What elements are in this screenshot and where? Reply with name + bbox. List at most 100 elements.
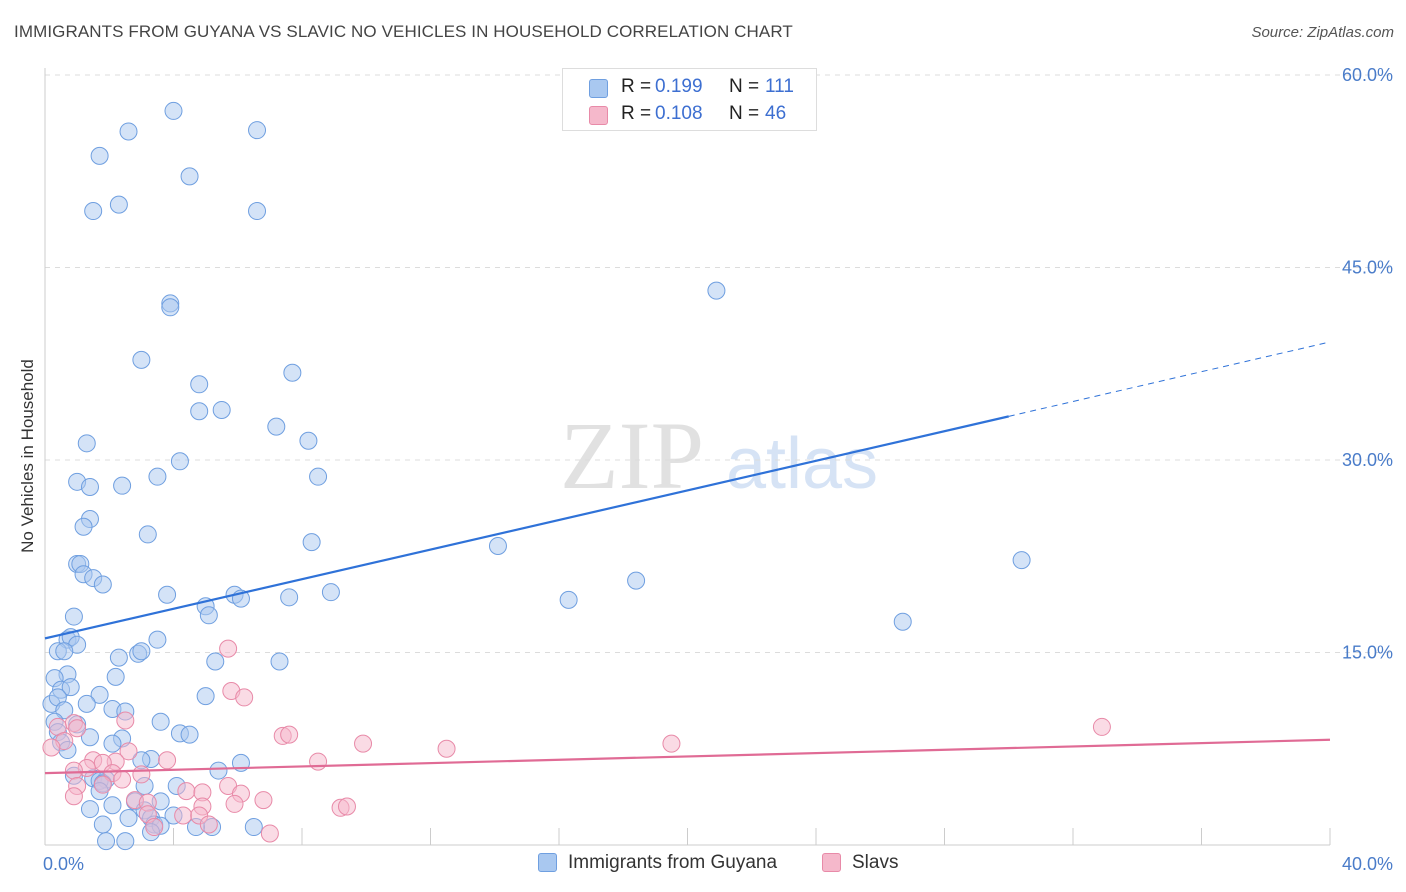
point-slavs: [260, 824, 279, 843]
point-slavs: [177, 782, 196, 801]
point-guyana: [119, 122, 138, 141]
point-guyana: [170, 452, 189, 471]
point-guyana: [488, 536, 507, 555]
point-guyana: [93, 575, 112, 594]
point-slavs: [199, 815, 218, 834]
point-guyana: [180, 725, 199, 744]
y-tick-label: 45.0%: [1342, 258, 1393, 278]
point-guyana: [180, 167, 199, 186]
point-guyana: [132, 350, 151, 369]
point-guyana: [309, 467, 328, 486]
point-slavs: [42, 738, 61, 757]
point-slavs: [132, 765, 151, 784]
point-guyana: [132, 642, 151, 661]
point-guyana: [1012, 551, 1031, 570]
point-slavs: [116, 711, 135, 730]
point-guyana: [109, 648, 128, 667]
point-guyana: [103, 734, 122, 753]
point-slavs: [354, 734, 373, 753]
point-guyana: [707, 281, 726, 300]
point-guyana: [299, 431, 318, 450]
axes: [44, 68, 1331, 846]
point-guyana: [90, 685, 109, 704]
data-points: [42, 101, 1111, 851]
point-guyana: [190, 375, 209, 394]
point-guyana: [80, 728, 99, 747]
point-guyana: [109, 195, 128, 214]
y-tick-label: 15.0%: [1342, 643, 1393, 663]
point-guyana: [106, 667, 125, 686]
point-guyana: [893, 612, 912, 631]
point-slavs: [219, 639, 238, 658]
point-slavs: [64, 761, 83, 780]
bottom-legend-label-guyana: Immigrants from Guyana: [568, 852, 778, 873]
point-guyana: [116, 832, 135, 851]
point-guyana: [280, 588, 299, 607]
source-credit: Source: ZipAtlas.com: [1251, 24, 1394, 41]
point-guyana: [283, 363, 302, 382]
point-slavs: [254, 791, 273, 810]
bottom-legend-label-slavs: Slavs: [852, 852, 899, 873]
point-guyana: [267, 417, 286, 436]
point-slavs: [93, 775, 112, 794]
point-slavs: [158, 751, 177, 770]
point-guyana: [90, 146, 109, 165]
tick-labels: 15.0% 30.0% 45.0% 60.0% 0.0% 40.0%: [43, 65, 1393, 874]
legend-swatch-slavs: [589, 106, 608, 125]
point-slavs: [309, 752, 328, 771]
point-slavs: [119, 742, 138, 761]
y-tick-label: 30.0%: [1342, 450, 1393, 470]
x-tick-label: 0.0%: [43, 854, 84, 874]
legend-r-value: 0.199: [655, 76, 703, 97]
trend-line-slavs: [44, 738, 1331, 775]
point-guyana: [55, 642, 74, 661]
point-slavs: [174, 806, 193, 825]
chart-title: IMMIGRANTS FROM GUYANA VS SLAVIC NO VEHI…: [14, 22, 793, 41]
point-guyana: [77, 694, 96, 713]
bottom-legend-swatch-slavs: [822, 853, 841, 872]
point-guyana: [80, 477, 99, 496]
legend-n-label: N =: [729, 76, 760, 97]
trend-line-guyana: [44, 415, 1009, 640]
point-slavs: [280, 725, 299, 744]
point-guyana: [248, 121, 267, 140]
legend-n-value: 111: [765, 76, 794, 97]
point-guyana: [64, 607, 83, 626]
point-slavs: [225, 794, 244, 813]
point-slavs: [64, 787, 83, 806]
legend-r-label: R =: [621, 76, 652, 97]
point-guyana: [196, 687, 215, 706]
point-guyana: [199, 606, 218, 625]
point-guyana: [270, 652, 289, 671]
point-guyana: [148, 467, 167, 486]
point-guyana: [321, 583, 340, 602]
point-slavs: [1092, 717, 1111, 736]
point-guyana: [206, 652, 225, 671]
point-guyana: [119, 809, 138, 828]
point-guyana: [559, 590, 578, 609]
point-guyana: [80, 800, 99, 819]
trend-line-guyana-extension: [1008, 341, 1331, 417]
point-guyana: [84, 202, 103, 221]
point-guyana: [627, 571, 646, 590]
point-guyana: [103, 796, 122, 815]
point-slavs: [662, 734, 681, 753]
point-guyana: [164, 101, 183, 120]
point-guyana: [190, 402, 209, 421]
point-slavs: [235, 688, 254, 707]
point-guyana: [77, 434, 96, 453]
point-guyana: [244, 818, 263, 837]
watermark-zip: ZIP: [560, 402, 704, 509]
legend-r-label: R =: [621, 103, 652, 124]
legend-n-value: 46: [765, 103, 787, 124]
point-guyana: [302, 533, 321, 552]
legend-n-label: N =: [729, 103, 760, 124]
trend-lines: [44, 341, 1331, 775]
point-guyana: [248, 202, 267, 221]
legend-r-value: 0.108: [655, 103, 703, 124]
point-guyana: [61, 678, 80, 697]
x-tick-label: 40.0%: [1342, 854, 1393, 874]
point-guyana: [113, 476, 132, 495]
point-slavs: [337, 797, 356, 816]
